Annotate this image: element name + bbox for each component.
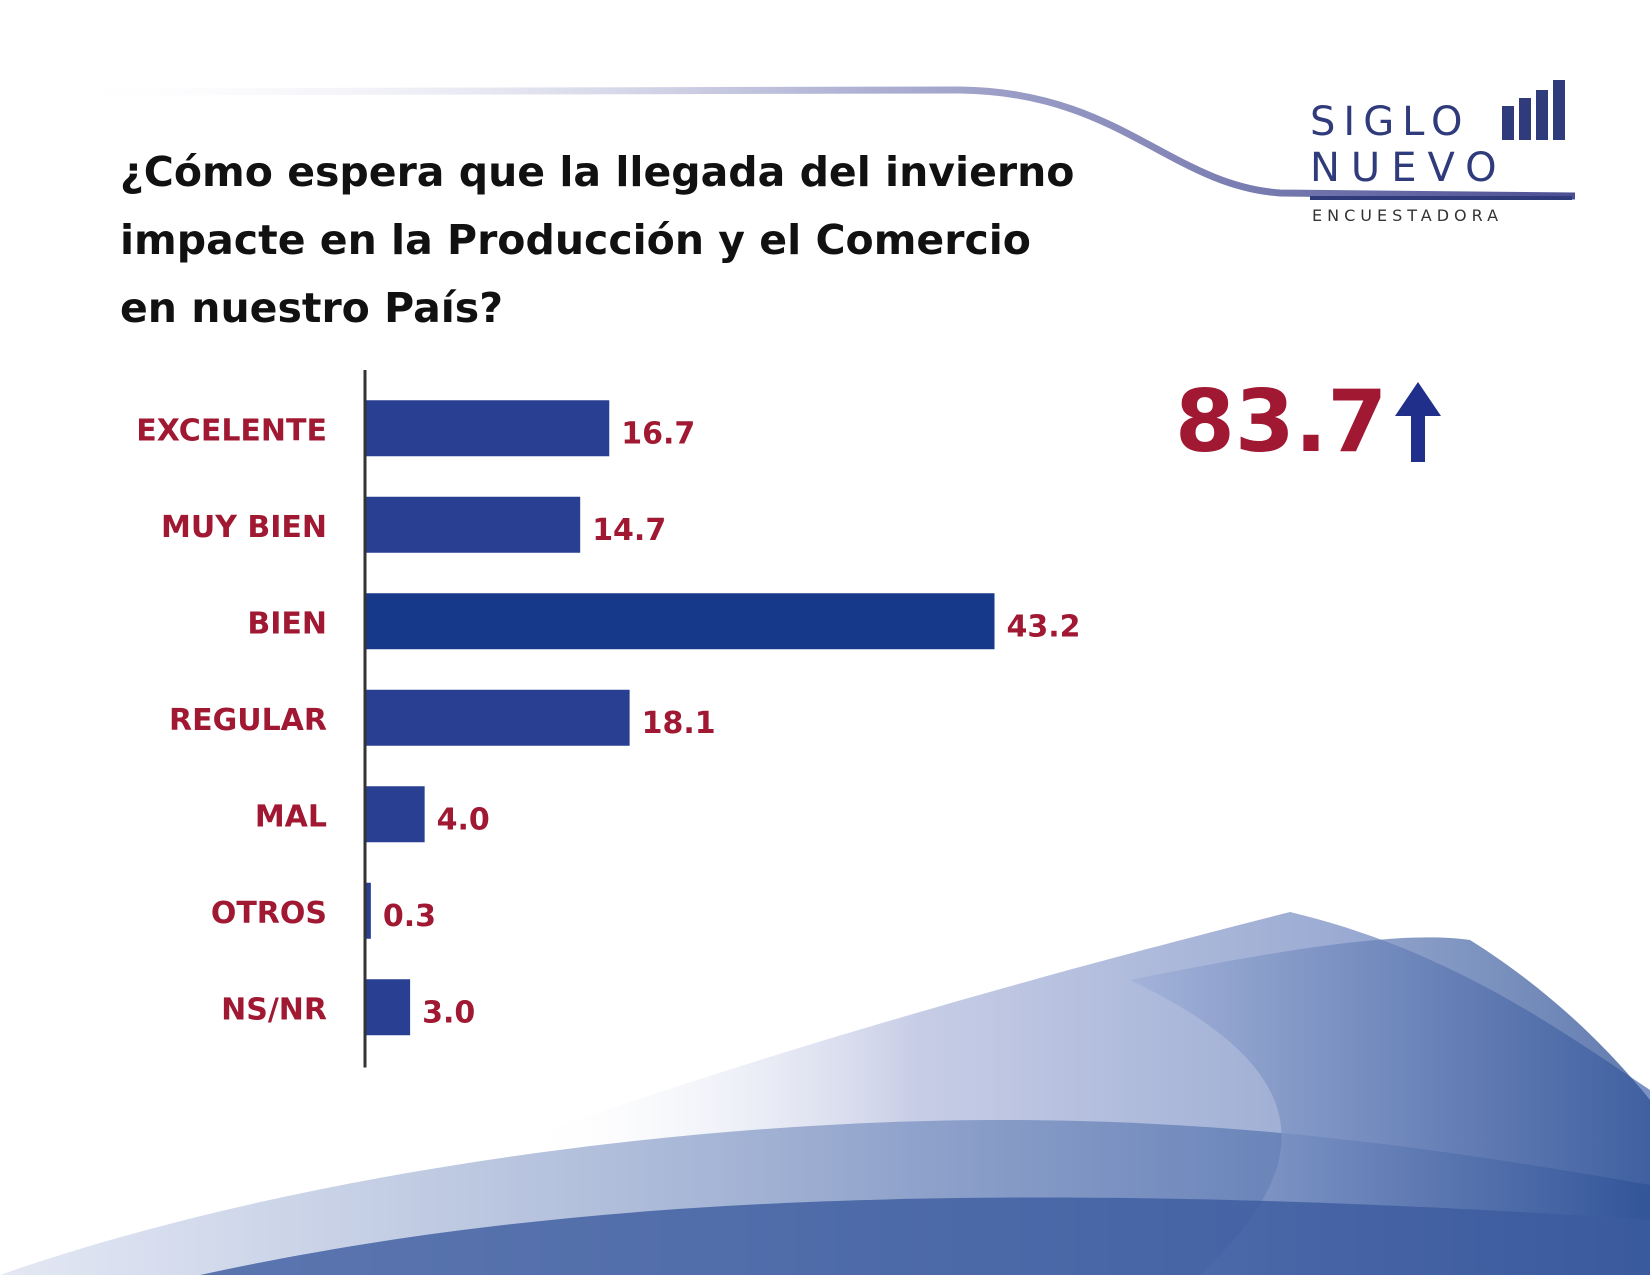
category-label: REGULAR: [169, 703, 327, 738]
category-label: OTROS: [211, 896, 327, 931]
value-label: 16.7: [621, 416, 695, 451]
value-label: 0.3: [383, 899, 436, 934]
value-label: 14.7: [592, 513, 666, 548]
siglo-nuevo-logo: SIGLO NUEVO ENCUESTADORA: [1310, 80, 1575, 230]
logo-underline: [1310, 196, 1572, 200]
arrow-up-icon: [1395, 382, 1441, 462]
value-label: 18.1: [642, 706, 716, 741]
category-label: MAL: [255, 799, 327, 834]
logo-line1: SIGLO: [1310, 99, 1471, 145]
bar: [366, 496, 581, 553]
bar: [366, 979, 411, 1036]
bar: [366, 689, 630, 746]
logo-line2: NUEVO: [1310, 145, 1508, 191]
bar: [366, 786, 425, 843]
logo-bars-icon: [1502, 80, 1565, 140]
bar: [366, 593, 995, 650]
value-label: 43.2: [1007, 609, 1081, 644]
bar: [366, 400, 610, 457]
bar: [366, 882, 371, 939]
category-label: BIEN: [247, 606, 327, 641]
logo-line3: ENCUESTADORA: [1312, 206, 1504, 225]
category-label: MUY BIEN: [161, 510, 327, 545]
category-label: NS/NR: [221, 992, 327, 1027]
category-label: EXCELENTE: [136, 413, 327, 448]
highlight-value: 83.7: [1175, 372, 1388, 472]
value-label: 4.0: [437, 802, 490, 837]
bar-chart: EXCELENTE 16.7 MUY BIEN 14.7 BIEN 43.2 REGULAR…: [136, 370, 1081, 1068]
page-title: ¿Cómo espera que la llegada del invierno…: [120, 148, 1075, 332]
value-label: 3.0: [422, 995, 475, 1030]
